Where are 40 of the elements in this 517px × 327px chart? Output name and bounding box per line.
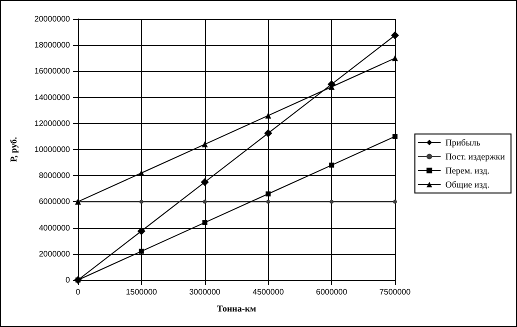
y-tick-label: 20000000 bbox=[34, 14, 71, 24]
point bbox=[266, 191, 271, 196]
point bbox=[265, 112, 272, 119]
x-tick-label: 3000000 bbox=[189, 288, 221, 296]
point bbox=[200, 178, 209, 186]
point bbox=[139, 200, 144, 204]
point bbox=[330, 200, 334, 204]
y-tick-label: 10000000 bbox=[34, 145, 71, 154]
point bbox=[392, 134, 398, 139]
legend-label: Общие изд. bbox=[445, 180, 490, 190]
x-tick-label: 1500000 bbox=[126, 288, 158, 296]
x-tick-label: 0 bbox=[76, 288, 81, 296]
point bbox=[266, 200, 270, 204]
y-tick-label: 2000000 bbox=[38, 249, 71, 258]
legend-label: Пост. издержки bbox=[445, 152, 506, 162]
y-tick-label: 0 bbox=[66, 276, 71, 284]
y-tick-label: 12000000 bbox=[34, 118, 71, 128]
y-tick-label: 18000000 bbox=[34, 40, 71, 50]
point bbox=[202, 220, 208, 226]
legend-label: Прибыль bbox=[445, 138, 480, 148]
point bbox=[391, 31, 399, 40]
point bbox=[264, 129, 272, 138]
y-tick-label: 8000000 bbox=[38, 171, 71, 180]
y-tick-label: 16000000 bbox=[34, 66, 71, 76]
y-tick-label: 14000000 bbox=[34, 92, 71, 102]
y-axis-title: Р, руб. bbox=[8, 137, 18, 162]
point bbox=[329, 162, 334, 168]
point bbox=[138, 248, 144, 254]
point bbox=[137, 227, 146, 236]
point bbox=[393, 200, 397, 204]
legend-label: Перем. изд. bbox=[445, 166, 490, 176]
x-axis-title: Тонна-км bbox=[216, 304, 256, 314]
point bbox=[202, 141, 208, 148]
x-tick-label: 7500000 bbox=[379, 288, 412, 296]
x-tick-label: 4500000 bbox=[252, 288, 284, 296]
x-tick-label: 6000000 bbox=[316, 288, 348, 296]
y-tick-label: 4000000 bbox=[38, 223, 71, 232]
y-tick-label: 6000000 bbox=[38, 197, 71, 206]
point bbox=[392, 55, 398, 62]
point bbox=[202, 200, 207, 204]
